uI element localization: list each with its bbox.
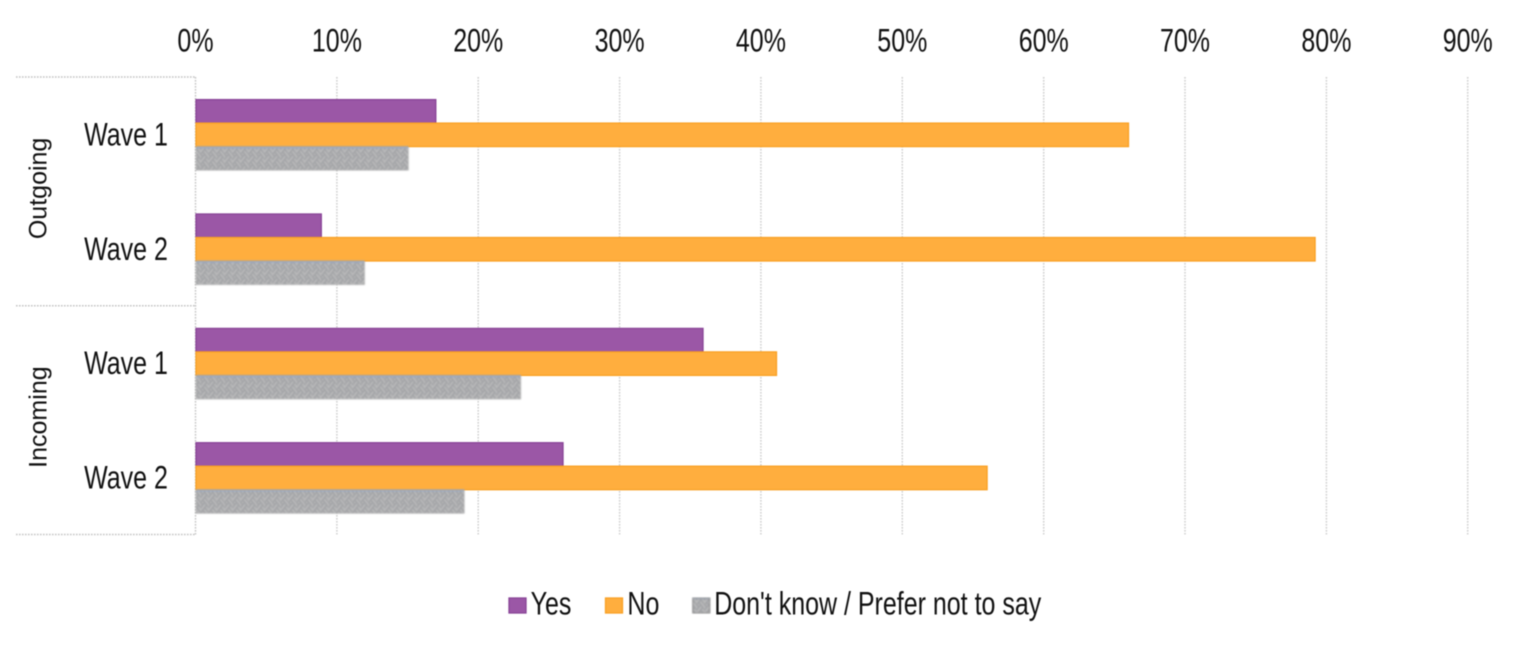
svg-text:40%: 40%	[736, 23, 786, 59]
svg-text:Wave 2: Wave 2	[84, 460, 168, 496]
svg-text:No: No	[627, 586, 659, 622]
svg-text:Incoming: Incoming	[25, 366, 53, 467]
svg-text:90%: 90%	[1443, 23, 1493, 59]
svg-text:80%: 80%	[1301, 23, 1351, 59]
svg-text:70%: 70%	[1160, 23, 1210, 59]
svg-text:30%: 30%	[595, 23, 645, 59]
svg-text:60%: 60%	[1019, 23, 1069, 59]
svg-text:10%: 10%	[312, 23, 362, 59]
svg-text:Wave 2: Wave 2	[84, 232, 168, 268]
svg-text:50%: 50%	[877, 23, 927, 59]
svg-text:Outgoing: Outgoing	[25, 138, 53, 239]
svg-text:Don't know / Prefer not to say: Don't know / Prefer not to say	[714, 586, 1041, 622]
svg-text:Yes: Yes	[531, 586, 572, 622]
svg-text:Wave 1: Wave 1	[84, 346, 168, 382]
svg-text:Wave 1: Wave 1	[84, 117, 168, 153]
svg-text:20%: 20%	[453, 23, 503, 59]
svg-text:0%: 0%	[177, 23, 213, 59]
